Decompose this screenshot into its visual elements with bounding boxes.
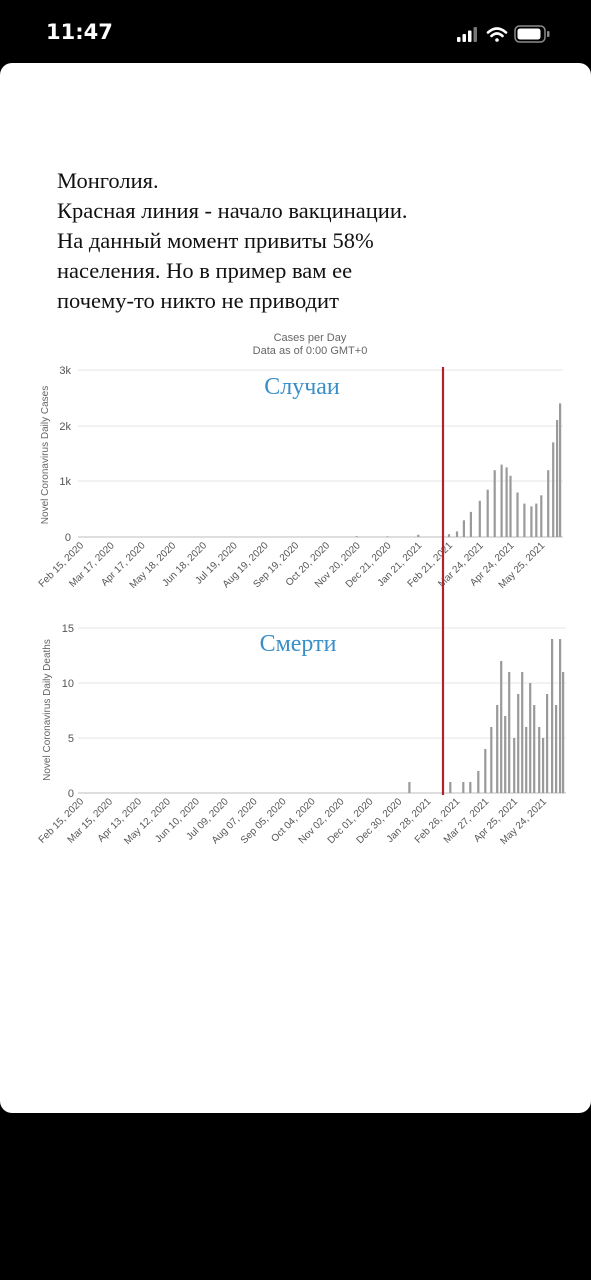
cases-bar [417,534,420,537]
deaths-bar [517,694,520,793]
cases-bar [535,503,538,537]
deaths-bar [529,683,532,793]
deaths-bar [542,738,545,793]
cases-bar [386,536,389,538]
deaths-bar [477,771,480,793]
cellular-signal-icon [457,27,477,42]
status-icons [457,25,550,43]
deaths-bar [408,782,411,793]
bottom-area [0,1114,591,1280]
deaths-bar [462,782,465,793]
chart-subtitle: Data as of 0:00 GMT+0 [253,345,368,357]
deaths-y-tick: 15 [62,623,74,635]
cases-y-tick: 3k [59,365,71,377]
deaths-bar [538,727,541,793]
caption-line: На данный момент привиты 58% [57,228,374,253]
deaths-bar [555,705,558,793]
cases-annotation: Случаи [264,374,340,400]
caption-line: населения. Но в пример вам ее [57,258,353,283]
cases-chart: 3k 2k 1k 0 Novel Coronavirus Daily Cases… [37,365,563,591]
cases-bar [469,511,472,537]
deaths-y-tick: 0 [68,788,74,800]
cases-bar [516,492,519,537]
cases-bar [486,489,489,537]
cases-bar [447,534,451,537]
cases-bar [478,500,481,537]
caption-line: Красная линия - начало вакцинации. [57,198,408,223]
deaths-bar [500,661,503,793]
deaths-bar [484,749,487,793]
caption-line: почему-то никто не приводит [57,288,339,313]
cases-bar [552,442,555,537]
deaths-y-tick: 5 [68,733,74,745]
deaths-chart: 15 10 5 0 Novel Coronavirus Daily Deaths… [37,623,566,847]
deaths-bar [490,727,493,793]
cases-bar [355,536,358,537]
deaths-bar [525,727,528,793]
cases-bar [523,503,526,537]
deaths-bar [508,672,511,793]
deaths-bar [521,672,524,793]
deaths-bar [559,639,562,793]
cases-y-tick: 0 [65,532,71,544]
deaths-y-axis-label: Novel Coronavirus Daily Deaths [42,639,53,781]
cases-bar [500,464,503,537]
deaths-bar [562,672,565,793]
covid-charts-image: Cases per Day Data as of 0:00 GMT+0 3k 2… [37,332,566,847]
cases-y-tick: 2k [59,421,71,433]
status-time: 11:47 [46,20,113,44]
cases-y-axis-label: Novel Coronavirus Daily Cases [40,386,51,524]
cases-bar [462,520,465,537]
cases-bar [509,475,512,537]
deaths-bar [546,694,549,793]
post-card [0,63,591,1113]
deaths-gridlines [78,627,566,739]
deaths-bar [551,639,554,793]
cases-bar [493,470,496,537]
deaths-y-tick: 10 [62,678,74,690]
cases-bars [355,403,562,538]
caption-line: Монголия. [57,168,159,193]
cases-bar [540,495,543,538]
cases-bar [530,506,533,537]
cases-bar [455,531,459,537]
cases-y-tick: 1k [59,476,71,488]
deaths-bar [449,782,452,793]
post-caption: Монголия. Красная линия - начало вакцина… [57,166,577,316]
wifi-icon [486,27,508,42]
cases-gridlines [78,369,563,482]
battery-icon [514,25,550,43]
deaths-bar [496,705,499,793]
cases-bar [559,403,562,537]
cases-bar [547,470,550,537]
chart-title: Cases per Day [274,332,347,344]
cases-bar [505,467,508,537]
deaths-bar [504,716,507,793]
deaths-bar [469,782,472,793]
deaths-bar [513,738,516,793]
deaths-bar [533,705,536,793]
status-bar: 11:47 [0,0,591,62]
deaths-annotation: Смерти [260,631,337,657]
cases-bar [556,420,559,537]
deaths-bars [408,639,565,793]
